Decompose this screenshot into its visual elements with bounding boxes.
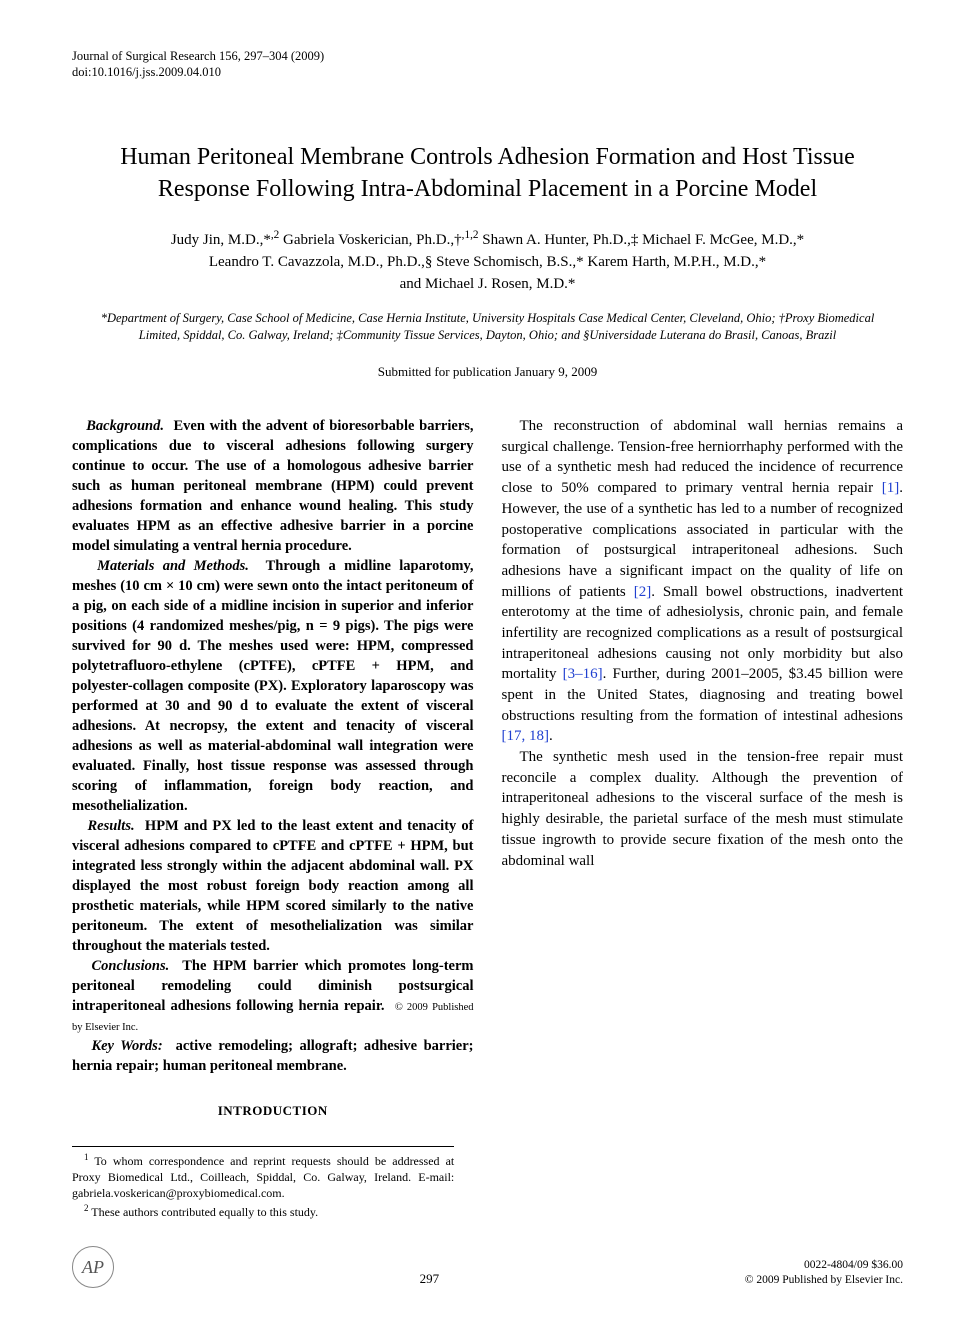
two-column-body: Background. Even with the advent of bior…: [72, 416, 903, 1126]
results-label: Results.: [87, 818, 134, 834]
footnote-1: 1 To whom correspondence and reprint req…: [72, 1151, 454, 1202]
journal-header: Journal of Surgical Research 156, 297–30…: [72, 48, 903, 81]
page-footer: AP 297 0022-4804/09 $36.00 © 2009 Publis…: [72, 1246, 903, 1288]
footer-copyright: © 2009 Published by Elsevier Inc.: [745, 1273, 903, 1288]
ref-link-2[interactable]: [2]: [634, 584, 652, 600]
journal-citation: Journal of Surgical Research 156, 297–30…: [72, 48, 903, 64]
introduction-heading: INTRODUCTION: [72, 1102, 474, 1120]
intro-p1-seg1: The reconstruction of abdominal wall her…: [502, 418, 904, 496]
footer-right: 0022-4804/09 $36.00 © 2009 Published by …: [745, 1258, 903, 1288]
abstract-keywords: Key Words: active remodeling; allograft;…: [72, 1036, 474, 1076]
abstract-conclusions: Conclusions. The HPM barrier which promo…: [72, 956, 474, 1036]
methods-label: Materials and Methods.: [97, 558, 249, 574]
introduction-body: The reconstruction of abdominal wall her…: [502, 416, 904, 871]
abstract-results: Results. HPM and PX led to the least ext…: [72, 816, 474, 956]
methods-text: Through a midline laparotomy, meshes (10…: [72, 558, 474, 814]
authors-line: Judy Jin, M.D.,*,2 Gabriela Voskerician,…: [72, 227, 903, 295]
background-text: Even with the advent of bioresorbable ba…: [72, 418, 474, 554]
abstract-methods: Materials and Methods. Through a midline…: [72, 556, 474, 816]
publisher-logo-icon: AP: [72, 1246, 114, 1288]
abstract-background: Background. Even with the advent of bior…: [72, 416, 474, 556]
footnote-1-text: To whom correspondence and reprint reque…: [72, 1154, 454, 1200]
intro-para-1: The reconstruction of abdominal wall her…: [502, 416, 904, 747]
intro-para-2: The synthetic mesh used in the tension-f…: [502, 747, 904, 871]
background-label: Background.: [86, 418, 164, 434]
intro-p1-seg2: . However, the use of a synthetic has le…: [502, 480, 904, 599]
journal-doi: doi:10.1016/j.jss.2009.04.010: [72, 64, 903, 80]
article-title: Human Peritoneal Membrane Controls Adhes…: [78, 141, 898, 206]
footnotes: 1 To whom correspondence and reprint req…: [72, 1146, 454, 1220]
page-number: 297: [420, 1270, 440, 1288]
abstract: Background. Even with the advent of bior…: [72, 416, 474, 1076]
affiliations: *Department of Surgery, Case School of M…: [98, 310, 878, 345]
keywords-label: Key Words:: [91, 1038, 162, 1054]
ref-link-1[interactable]: [1]: [882, 480, 900, 496]
conclusions-label: Conclusions.: [91, 958, 169, 974]
submitted-date: Submitted for publication January 9, 200…: [72, 363, 903, 381]
intro-p1-seg5: .: [549, 728, 553, 744]
results-text: HPM and PX led to the least extent and t…: [72, 818, 474, 954]
ref-link-3-16[interactable]: [3–16]: [563, 666, 603, 682]
issn-price: 0022-4804/09 $36.00: [745, 1258, 903, 1273]
footnote-2-text: These authors contributed equally to thi…: [91, 1205, 318, 1219]
ref-link-17-18[interactable]: [17, 18]: [502, 728, 550, 744]
footnote-2: 2 These authors contributed equally to t…: [72, 1202, 454, 1220]
